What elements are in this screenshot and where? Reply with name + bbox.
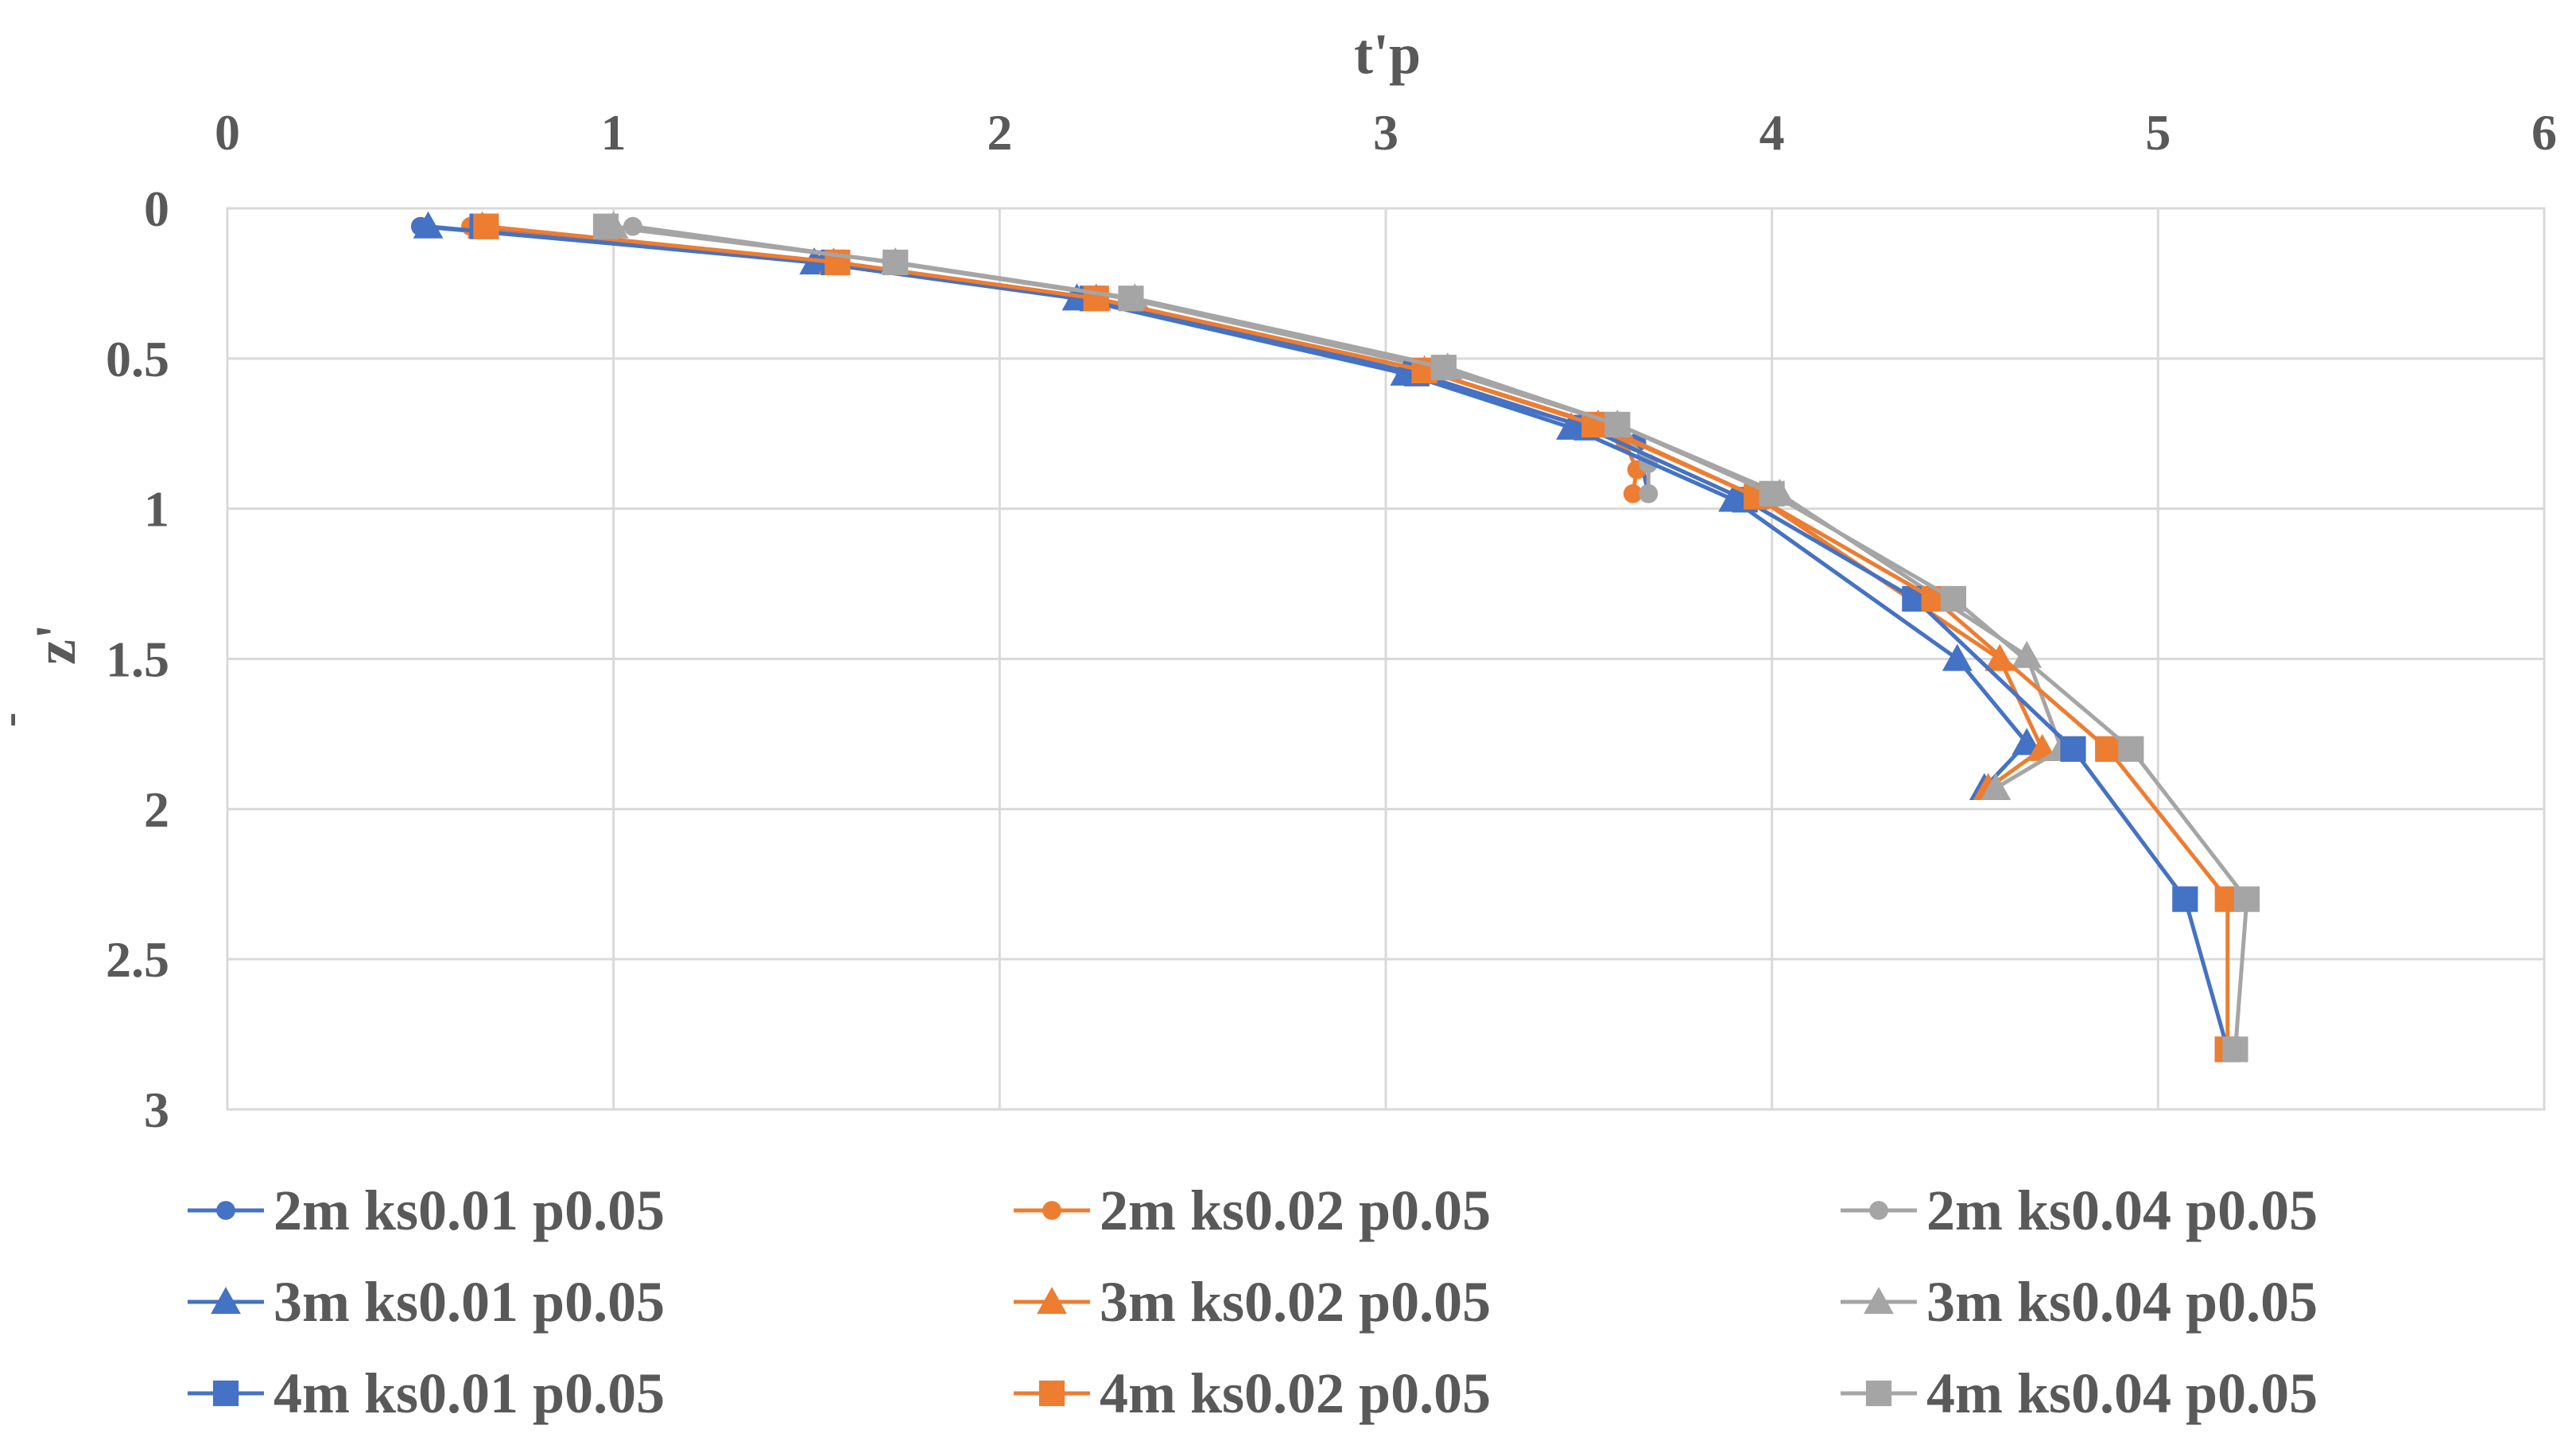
data-point (1940, 585, 1967, 612)
data-point (883, 249, 909, 276)
y-tick-label: 0.5 (106, 331, 169, 387)
data-point (1604, 411, 1631, 438)
series-8 (473, 213, 2240, 1062)
series-line (428, 224, 2029, 790)
series-line (605, 224, 2249, 1050)
data-point (2012, 640, 2043, 668)
legend-label: 2m ks0.04 p0.05 (1926, 1179, 2318, 1242)
legend-marker (212, 1380, 239, 1407)
x-axis-ticks: 0 1 2 3 4 5 6 (215, 104, 2557, 161)
x-tick-label: 3 (1373, 104, 1399, 161)
series-9 (592, 213, 2260, 1062)
series-7 (469, 213, 2240, 1062)
series-1 (410, 216, 1658, 503)
series-line (613, 224, 2064, 791)
data-point (1759, 480, 1785, 507)
legend-marker (1864, 1287, 1894, 1315)
legend-item: 4m ks0.01 p0.05 (188, 1362, 665, 1425)
series-line (632, 224, 1651, 494)
series-2 (461, 216, 1647, 503)
x-tick-label: 2 (987, 104, 1012, 161)
data-point (2060, 736, 2086, 762)
data-point (1639, 484, 1658, 503)
legend-marker (211, 1287, 241, 1315)
data-point (2222, 1036, 2248, 1062)
data-point (413, 211, 444, 239)
legend-item: 3m ks0.01 p0.05 (188, 1270, 665, 1334)
y-tick-label: 1.5 (106, 631, 169, 688)
legend-label: 2m ks0.01 p0.05 (274, 1179, 665, 1242)
data-point (1118, 286, 1144, 312)
series-line (486, 224, 2230, 1050)
x-tick-label: 4 (1759, 104, 1785, 161)
x-tick-label: 0 (215, 104, 240, 161)
legend-label: 3m ks0.02 p0.05 (1100, 1270, 1491, 1334)
data-point (2233, 886, 2260, 912)
legend-label: 3m ks0.01 p0.05 (274, 1270, 665, 1334)
data-point (1430, 355, 1457, 381)
y-tick-label: 2 (144, 781, 169, 837)
series-line (420, 224, 1651, 495)
y-tick-label: 0 (144, 181, 169, 237)
series-5 (467, 211, 2058, 801)
data-point (1623, 484, 1643, 503)
legend-marker (216, 1201, 235, 1220)
legend-label: 4m ks0.02 p0.05 (1100, 1362, 1491, 1425)
x-axis-title: t'p (1354, 22, 1421, 86)
data-point (2118, 736, 2144, 762)
data-point (1083, 286, 1109, 312)
data-point (592, 213, 619, 239)
y-axis-title-prefix: - (0, 713, 34, 728)
legend-marker (1869, 1201, 1888, 1220)
gridlines (226, 207, 2546, 1111)
legend-item: 2m ks0.04 p0.05 (1841, 1179, 2318, 1242)
legend-item: 2m ks0.02 p0.05 (1014, 1179, 1491, 1242)
series-line (470, 224, 1639, 495)
data-point (1980, 772, 2012, 801)
legend: 2m ks0.01 p0.05 2m ks0.02 p0.05 2m ks0.04 … (188, 1179, 2318, 1425)
y-axis-title-group: z' - (0, 623, 87, 727)
legend-label: 3m ks0.04 p0.05 (1926, 1270, 2318, 1334)
legend-item: 4m ks0.02 p0.05 (1014, 1362, 1491, 1425)
legend-item: 2m ks0.01 p0.05 (188, 1179, 665, 1242)
legend-label: 2m ks0.02 p0.05 (1100, 1179, 1491, 1242)
legend-marker (1865, 1380, 1892, 1407)
series-line (482, 224, 2045, 790)
legend-label: 4m ks0.01 p0.05 (274, 1362, 665, 1425)
y-axis-ticks: 0 0.5 1 1.5 2 2.5 3 (106, 181, 169, 1138)
legend-marker (1037, 1287, 1067, 1315)
legend-label: 4m ks0.04 p0.05 (1926, 1362, 2318, 1425)
series-layer (410, 211, 2260, 1062)
data-point (473, 213, 499, 239)
data-point (2172, 886, 2198, 912)
legend-item: 3m ks0.02 p0.05 (1014, 1270, 1491, 1334)
legend-marker (1042, 1201, 1061, 1220)
legend-item: 3m ks0.04 p0.05 (1841, 1270, 2318, 1334)
y-tick-label: 3 (144, 1082, 169, 1138)
y-axis-title: z' (24, 623, 87, 665)
x-tick-label: 6 (2531, 104, 2557, 161)
legend-marker (1038, 1380, 1065, 1407)
x-tick-label: 1 (601, 104, 627, 161)
legend-item: 4m ks0.04 p0.05 (1841, 1362, 2318, 1425)
y-tick-label: 2.5 (106, 931, 169, 988)
data-point (2095, 736, 2121, 762)
data-point (1942, 643, 1973, 671)
y-tick-label: 1 (144, 481, 169, 538)
x-tick-label: 5 (2145, 104, 2171, 161)
series-6 (598, 211, 2077, 801)
